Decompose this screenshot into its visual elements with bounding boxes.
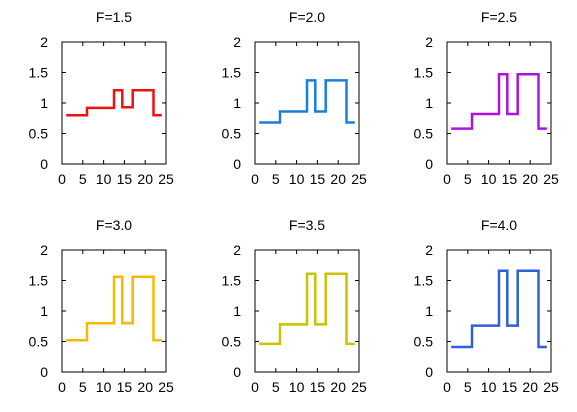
y-tick-label: 1 <box>233 95 241 111</box>
x-tick-label: 5 <box>79 379 87 395</box>
y-tick-label: 1 <box>425 303 433 319</box>
x-tick-label: 0 <box>443 171 451 187</box>
x-tick-label: 25 <box>543 171 559 187</box>
x-tick-label: 0 <box>58 379 66 395</box>
y-tick-label: 0.5 <box>222 334 242 350</box>
x-tick-label: 25 <box>543 379 559 395</box>
y-tick-label: 1 <box>40 95 48 111</box>
x-tick-label: 15 <box>117 379 133 395</box>
x-tick-label: 25 <box>158 379 174 395</box>
x-tick-label: 0 <box>443 379 451 395</box>
x-tick-label: 0 <box>251 171 259 187</box>
y-tick-label: 2 <box>233 242 241 258</box>
y-tick-label: 1.5 <box>29 65 49 81</box>
y-tick-label: 1.5 <box>414 273 434 289</box>
chart-panel-1: F=1.500.511.520 5 10 15 20 25 <box>29 9 174 187</box>
y-tick-label: 2 <box>40 34 48 50</box>
series-line <box>66 275 162 342</box>
x-tick-label: 10 <box>96 171 112 187</box>
y-tick-label: 0 <box>233 156 241 172</box>
y-tick-label: 0.5 <box>414 126 434 142</box>
y-tick-label: 2 <box>425 34 433 50</box>
x-tick-label: 20 <box>522 379 538 395</box>
x-tick-label: 25 <box>351 379 367 395</box>
chart-title: F=1.5 <box>96 9 132 25</box>
x-tick-label: 20 <box>137 379 153 395</box>
chart-panel-6: F=4.000.511.520 5 10 15 20 25 <box>414 217 559 395</box>
x-tick-label: 10 <box>481 379 497 395</box>
x-tick-label: 20 <box>137 171 153 187</box>
series-line <box>66 88 162 117</box>
x-tick-label: 5 <box>272 379 280 395</box>
y-tick-label: 2 <box>233 34 241 50</box>
x-tick-label: 20 <box>330 171 346 187</box>
x-tick-label: 15 <box>502 171 518 187</box>
y-tick-label: 1 <box>40 303 48 319</box>
y-tick-label: 1.5 <box>222 273 242 289</box>
series-line <box>259 79 355 124</box>
x-tick-label: 10 <box>481 171 497 187</box>
x-tick-label: 0 <box>251 379 259 395</box>
y-tick-label: 2 <box>425 242 433 258</box>
y-tick-label: 0.5 <box>29 126 49 142</box>
x-tick-label: 25 <box>158 171 174 187</box>
chart-panel-4: F=3.000.511.520 5 10 15 20 25 <box>29 217 174 395</box>
y-tick-label: 0 <box>40 364 48 380</box>
chart-title: F=3.5 <box>289 217 325 233</box>
chart-panel-2: F=2.000.511.520 5 10 15 20 25 <box>222 9 367 187</box>
y-tick-label: 0.5 <box>222 126 242 142</box>
y-tick-label: 2 <box>40 242 48 258</box>
x-tick-label: 5 <box>79 171 87 187</box>
x-tick-label: 0 <box>58 171 66 187</box>
y-tick-label: 0 <box>40 156 48 172</box>
y-tick-label: 1 <box>233 303 241 319</box>
x-tick-label: 5 <box>272 171 280 187</box>
y-tick-label: 0.5 <box>29 334 49 350</box>
y-tick-label: 0 <box>233 364 241 380</box>
x-tick-label: 15 <box>117 171 133 187</box>
x-tick-label: 25 <box>351 171 367 187</box>
x-tick-label: 15 <box>310 171 326 187</box>
series-line <box>259 272 355 346</box>
chart-title: F=4.0 <box>481 217 517 233</box>
x-tick-label: 10 <box>289 171 305 187</box>
series-line <box>451 73 547 130</box>
series-line <box>451 269 547 349</box>
x-tick-label: 5 <box>464 379 472 395</box>
x-tick-label: 20 <box>330 379 346 395</box>
y-tick-label: 1.5 <box>29 273 49 289</box>
x-tick-label: 10 <box>289 379 305 395</box>
x-tick-label: 10 <box>96 379 112 395</box>
y-tick-label: 1 <box>425 95 433 111</box>
y-tick-label: 0.5 <box>414 334 434 350</box>
chart-panel-5: F=3.500.511.520 5 10 15 20 25 <box>222 217 367 395</box>
y-tick-label: 1.5 <box>414 65 434 81</box>
y-tick-label: 0 <box>425 364 433 380</box>
chart-title: F=2.5 <box>481 9 517 25</box>
x-tick-label: 20 <box>522 171 538 187</box>
x-tick-label: 15 <box>502 379 518 395</box>
chart-title: F=2.0 <box>289 9 325 25</box>
chart-panel-3: F=2.500.511.520 5 10 15 20 25 <box>414 9 559 187</box>
y-tick-label: 0 <box>425 156 433 172</box>
y-tick-label: 1.5 <box>222 65 242 81</box>
x-tick-label: 5 <box>464 171 472 187</box>
x-tick-label: 15 <box>310 379 326 395</box>
chart-title: F=3.0 <box>96 217 132 233</box>
